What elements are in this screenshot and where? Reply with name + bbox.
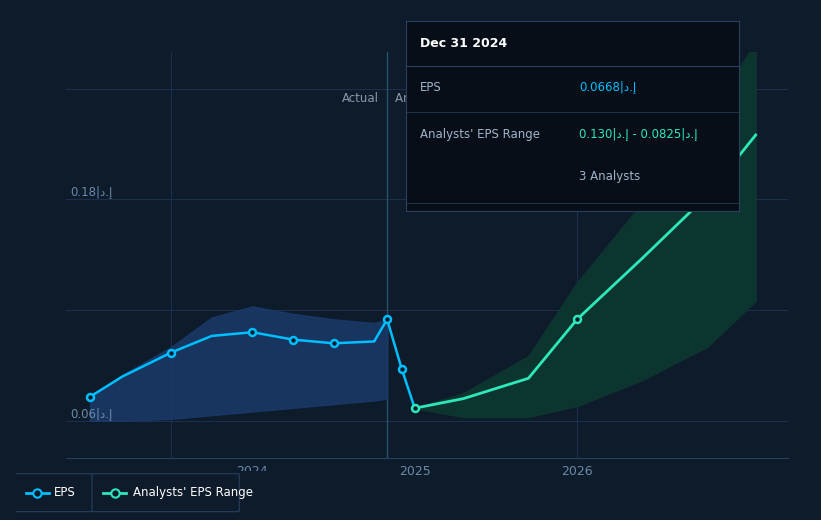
Text: Dec 31 2024: Dec 31 2024 bbox=[420, 37, 507, 50]
Text: 3 Analysts: 3 Analysts bbox=[580, 170, 640, 183]
Text: 0.18|د.إ: 0.18|د.إ bbox=[71, 186, 112, 200]
FancyBboxPatch shape bbox=[15, 474, 94, 512]
Text: 0.130|د.إ - 0.0825|د.إ: 0.130|د.إ - 0.0825|د.إ bbox=[580, 128, 698, 141]
Text: Analysts' EPS Range: Analysts' EPS Range bbox=[420, 128, 539, 141]
FancyBboxPatch shape bbox=[92, 474, 239, 512]
Text: EPS: EPS bbox=[54, 486, 76, 499]
Text: 0.06|د.إ: 0.06|د.إ bbox=[71, 408, 112, 421]
Text: Analysts' EPS Range: Analysts' EPS Range bbox=[134, 486, 254, 499]
Text: 0.0668|د.إ: 0.0668|د.إ bbox=[580, 81, 636, 94]
Text: Actual: Actual bbox=[342, 92, 379, 105]
Text: EPS: EPS bbox=[420, 81, 442, 94]
Text: Analysts Forecasts: Analysts Forecasts bbox=[395, 92, 505, 105]
